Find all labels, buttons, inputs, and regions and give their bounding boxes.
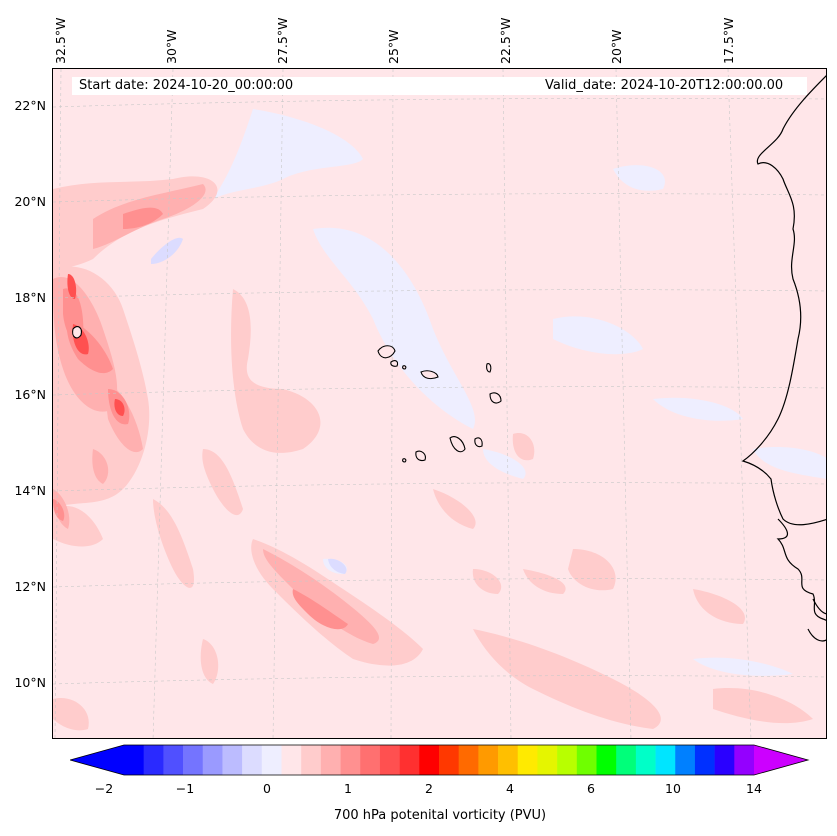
colorbar-cell xyxy=(635,745,656,775)
colorbar-tick: 6 xyxy=(587,781,595,796)
map-panel xyxy=(52,68,827,739)
lon-label: 32.5°W xyxy=(53,17,68,64)
graticule xyxy=(53,69,826,738)
lat-label: 10°N xyxy=(14,675,46,690)
lon-label: 25°W xyxy=(386,29,401,64)
colorbar-cell xyxy=(694,745,715,775)
lat-label: 14°N xyxy=(14,483,46,498)
colorbar xyxy=(70,744,810,776)
colorbar-cell xyxy=(596,745,617,775)
colorbar-cell xyxy=(340,745,361,775)
colorbar-cell xyxy=(557,745,578,775)
lat-label: 16°N xyxy=(14,387,46,402)
colorbar-cell xyxy=(222,745,243,775)
colorbar-cell xyxy=(734,745,755,775)
colorbar-cell xyxy=(242,745,263,775)
colorbar-cell xyxy=(537,745,558,775)
colorbar-cell xyxy=(143,745,164,775)
colorbar-cell xyxy=(419,745,440,775)
colorbar-cell xyxy=(458,745,479,775)
colorbar-cell xyxy=(281,745,302,775)
colorbar-cell xyxy=(261,745,282,775)
colorbar-cell xyxy=(399,745,420,775)
colorbar-tick: −1 xyxy=(175,781,195,796)
lat-label: 18°N xyxy=(14,290,46,305)
colorbar-cell xyxy=(498,745,519,775)
colorbar-tick: 10 xyxy=(665,781,681,796)
coastline xyxy=(741,75,826,642)
lat-label: 12°N xyxy=(14,579,46,594)
colorbar-cell xyxy=(616,745,637,775)
colorbar-cell xyxy=(478,745,499,775)
lon-label: 17.5°W xyxy=(721,17,736,64)
colorbar-cell xyxy=(655,745,676,775)
pv-contour-map xyxy=(53,69,826,738)
lon-label: 20°W xyxy=(609,29,624,64)
colorbar-cell xyxy=(439,745,459,775)
colorbar-tick: −2 xyxy=(94,781,114,796)
colorbar-tick: 2 xyxy=(425,781,433,796)
start-date-label: Start date: 2024-10-20_00:00:00 xyxy=(79,78,294,93)
colorbar-cell xyxy=(675,745,696,775)
colorbar-title: 700 hPa potenital vorticity (PVU) xyxy=(333,808,547,823)
colorbar-tick: 1 xyxy=(344,781,352,796)
colorbar-under-arrow xyxy=(70,745,124,775)
colorbar-cell xyxy=(576,745,597,775)
lon-label: 27.5°W xyxy=(275,17,290,64)
colorbar-cell xyxy=(301,745,322,775)
colorbar-tick: 0 xyxy=(263,781,271,796)
colorbar-cell xyxy=(163,745,184,775)
colorbar-over-arrow xyxy=(754,745,808,775)
lon-label: 30°W xyxy=(164,29,179,64)
colorbar-cell xyxy=(320,745,341,775)
lon-label: 22.5°W xyxy=(498,17,513,64)
island-outlines xyxy=(72,326,502,463)
colorbar-cell xyxy=(714,745,735,775)
colorbar-cell xyxy=(517,745,538,775)
colorbar-tick: 4 xyxy=(506,781,514,796)
lat-label: 20°N xyxy=(14,194,46,209)
colorbar-cell xyxy=(379,745,400,775)
colorbar-tick: 14 xyxy=(746,781,762,796)
valid-date-label: Valid_date: 2024-10-20T12:00:00.00 xyxy=(545,78,784,93)
colorbar-cell xyxy=(360,745,381,775)
info-strip xyxy=(72,77,807,95)
colorbar-outline xyxy=(70,744,810,776)
lat-label: 22°N xyxy=(14,98,46,113)
colorbar-cell xyxy=(202,745,223,775)
colorbar-cells xyxy=(124,745,755,775)
colorbar-cell xyxy=(183,745,204,775)
colorbar-cell xyxy=(124,745,144,775)
